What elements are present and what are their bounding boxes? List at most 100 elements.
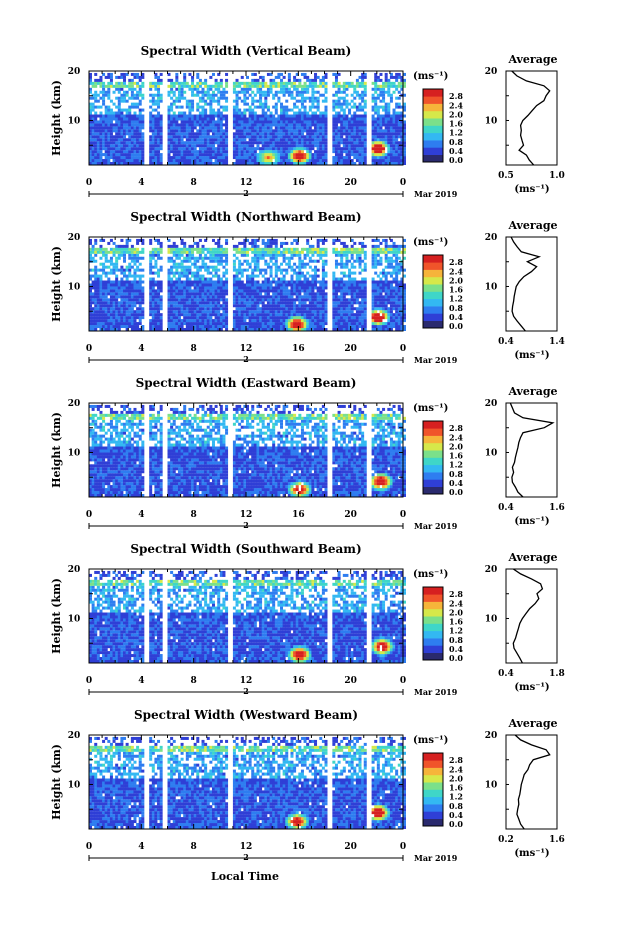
heatmap-cell (193, 241, 197, 245)
heatmap-cell (261, 144, 265, 148)
heatmap-cell (287, 280, 291, 284)
heatmap-cell (170, 289, 174, 293)
heatmap-cell (225, 162, 229, 165)
heatmap-cell (198, 238, 202, 242)
heatmap-cell (214, 274, 218, 278)
heatmap-cell (238, 259, 242, 263)
heatmap-cell (303, 162, 307, 165)
heatmap-cell (99, 313, 103, 317)
heatmap-cell (345, 138, 349, 142)
heatmap-cell (293, 328, 297, 331)
heatmap-cell (188, 105, 192, 109)
heatmap-cell (392, 141, 396, 145)
heatmap-cell (198, 304, 202, 308)
heatmap-cell (141, 96, 145, 100)
heatmap-cell (246, 117, 249, 121)
heatmap-cell (342, 159, 346, 163)
heatmap-cell (332, 105, 336, 109)
heatmap-cell (295, 319, 299, 323)
heatmap-cell (235, 319, 239, 323)
heatmap-cell (316, 150, 320, 154)
heatmap-cell (117, 75, 121, 79)
heatmap-cell (277, 295, 281, 299)
heatmap-cell (177, 105, 181, 109)
heatmap-cell (311, 111, 315, 115)
heatmap-cell (117, 253, 121, 257)
heatmap-cell (191, 292, 195, 296)
colorbar-swatch (423, 89, 443, 97)
heatmap-cell (209, 253, 213, 257)
heatmap-cell (104, 90, 108, 94)
heatmap-cell (167, 105, 171, 109)
heatmap-cell (198, 117, 202, 121)
heatmap-cell (154, 153, 158, 157)
heatmap-cell (188, 244, 192, 248)
heatmap-cell (201, 162, 205, 165)
heatmap-cell (300, 322, 304, 326)
heatmap-cell (253, 322, 257, 326)
heatmap-cell (314, 141, 318, 145)
heatmap-cell (217, 147, 221, 151)
y-tick-label: 20 (68, 67, 81, 77)
heatmap-cell (251, 304, 255, 308)
heatmap-cell (109, 325, 113, 329)
heatmap-cell (277, 96, 281, 100)
heatmap-cell (348, 129, 352, 133)
heatmap-cell (274, 132, 278, 136)
heatmap-cell (198, 289, 202, 293)
heatmap-cell (123, 108, 127, 112)
heatmap-cell (159, 132, 163, 136)
heatmap-cell (340, 150, 344, 154)
heatmap-cell (382, 138, 386, 142)
heatmap-cell (261, 247, 265, 251)
heatmap-cell (177, 271, 181, 275)
heatmap-cell (285, 292, 289, 296)
heatmap-cell (251, 156, 255, 160)
heatmap-cell (285, 286, 289, 290)
heatmap-cell (219, 150, 223, 154)
heatmap-cell (170, 307, 174, 311)
heatmap-cell (392, 81, 396, 85)
heatmap-cell (235, 93, 239, 97)
heatmap-cell (293, 280, 297, 284)
heatmap-cell (219, 253, 223, 257)
heatmap-cell (256, 310, 260, 314)
heatmap-cell (128, 298, 132, 302)
heatmap-cell (183, 247, 187, 251)
heatmap-cell (269, 72, 273, 76)
heatmap-cell (290, 138, 294, 142)
heatmap-cell (96, 289, 100, 293)
heatmap-cell (115, 283, 119, 287)
heatmap-cell (389, 156, 393, 160)
heatmap-cell (196, 138, 200, 142)
heatmap-cell (248, 295, 252, 299)
heatmap-cell (353, 117, 357, 121)
heatmap-cell (395, 111, 399, 115)
heatmap-cell (115, 138, 119, 142)
heatmap-cell (337, 99, 341, 103)
heatmap-cell (99, 262, 103, 266)
heatmap-cell (170, 96, 174, 100)
heatmap-cell (246, 277, 249, 281)
heatmap-cell (314, 132, 318, 136)
heatmap-cell (261, 117, 265, 121)
heatmap-cell (120, 253, 124, 257)
heatmap-cell (214, 84, 218, 88)
heatmap-cell (314, 292, 318, 296)
heatmap-cell (306, 253, 310, 257)
heatmap-cell (96, 159, 100, 163)
heatmap-cell (130, 81, 134, 85)
heatmap-cell (240, 147, 244, 151)
heatmap-cell (358, 84, 362, 88)
heatmap-cell (287, 87, 291, 91)
heatmap-cell (157, 111, 161, 115)
heatmap-cell (157, 319, 161, 323)
heatmap-cell (89, 247, 92, 251)
heatmap-cell (240, 268, 244, 272)
heatmap-cell (256, 304, 260, 308)
heatmap-cell (117, 286, 121, 290)
heatmap-cell (198, 120, 202, 124)
heatmap-cell (188, 283, 192, 287)
heatmap-cell (138, 274, 142, 278)
heatmap-cell (256, 313, 260, 317)
